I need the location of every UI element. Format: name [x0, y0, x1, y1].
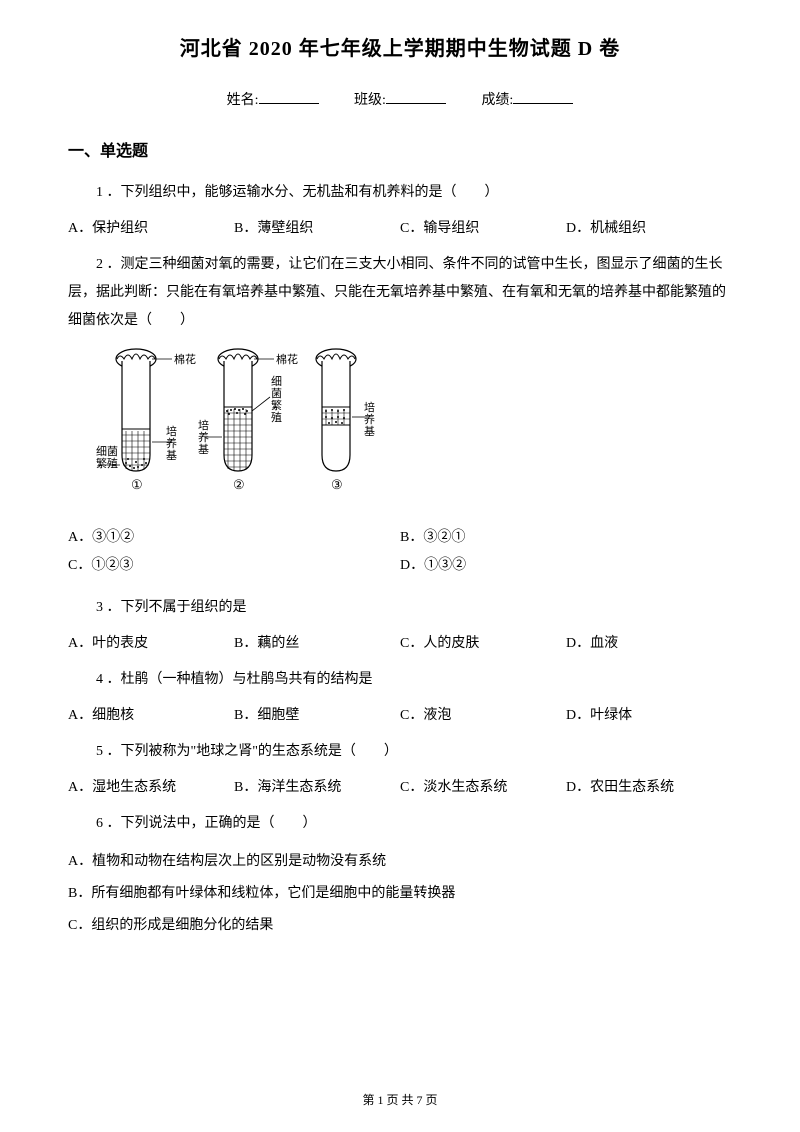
svg-text:细菌: 细菌	[96, 445, 118, 458]
page-title: 河北省 2020 年七年级上学期期中生物试题 D 卷	[68, 32, 732, 61]
q3-option-d: D．血液	[566, 632, 732, 652]
q1-options: A．保护组织 B．薄壁组织 C．输导组织 D．机械组织	[68, 217, 732, 237]
score-label: 成绩:	[481, 93, 513, 108]
class-blank	[386, 103, 446, 104]
q2-option-b: B．③②①	[400, 524, 732, 552]
q2-diagram: 棉花 培养基 细菌繁殖 ①	[96, 347, 732, 512]
q2-option-d: D．①③②	[400, 552, 732, 580]
q3-option-c: C．人的皮肤	[400, 632, 566, 652]
svg-text:繁: 繁	[271, 398, 282, 412]
q2-option-a: A．③①②	[68, 524, 400, 552]
q5-option-b: B．海洋生态系统	[234, 776, 400, 796]
q5-option-c: C．淡水生态系统	[400, 776, 566, 796]
q1-option-c: C．输导组织	[400, 217, 566, 237]
header-fields: 姓名: 班级: 成绩:	[68, 89, 732, 109]
question-3: 3 ．下列不属于组织的是	[68, 594, 732, 622]
cotton-label-1: 棉花	[174, 352, 196, 366]
q3-option-a: A．叶的表皮	[68, 632, 234, 652]
question-1: 1 ．下列组织中，能够运输水分、无机盐和有机养料的是（ ）	[68, 179, 732, 207]
q6-option-a: A．植物和动物在结构层次上的区别是动物没有系统	[68, 848, 732, 876]
svg-text:繁殖: 繁殖	[96, 456, 118, 470]
q2-option-c: C．①②③	[68, 552, 400, 580]
question-4: 4 ．杜鹃（一种植物）与杜鹃鸟共有的结构是	[68, 666, 732, 694]
svg-text:基: 基	[166, 449, 177, 462]
q4-option-a: A．细胞核	[68, 704, 234, 724]
question-2: 2 ．测定三种细菌对氧的需要，让它们在三支大小相同、条件不同的试管中生长，图显示…	[68, 251, 732, 335]
q4-option-b: B．细胞壁	[234, 704, 400, 724]
class-label: 班级:	[354, 93, 386, 108]
svg-text:基: 基	[198, 443, 209, 456]
svg-text:培: 培	[166, 424, 177, 438]
svg-text:基: 基	[364, 425, 375, 438]
q1-option-d: D．机械组织	[566, 217, 732, 237]
svg-text:培: 培	[364, 400, 375, 414]
q6-option-c: C．组织的形成是细胞分化的结果	[68, 912, 732, 940]
q1-option-b: B．薄壁组织	[234, 217, 400, 237]
q6-option-b: B．所有细胞都有叶绿体和线粒体，它们是细胞中的能量转换器	[68, 880, 732, 908]
q2-options: A．③①② B．③②① C．①②③ D．①③②	[68, 524, 732, 580]
score-blank	[513, 103, 573, 104]
tube-num-3: ③	[331, 477, 343, 492]
q6-options: A．植物和动物在结构层次上的区别是动物没有系统 B．所有细胞都有叶绿体和线粒体，…	[68, 848, 732, 940]
tube-num-1: ①	[131, 477, 143, 492]
svg-text:细: 细	[271, 375, 282, 388]
tube-num-2: ②	[233, 477, 245, 492]
svg-text:养: 养	[198, 430, 209, 444]
q5-option-a: A．湿地生态系统	[68, 776, 234, 796]
section-heading: 一、单选题	[68, 137, 732, 161]
question-6: 6 ．下列说法中，正确的是（ ）	[68, 810, 732, 838]
q4-option-d: D．叶绿体	[566, 704, 732, 724]
q3-options: A．叶的表皮 B．藕的丝 C．人的皮肤 D．血液	[68, 632, 732, 652]
q4-option-c: C．液泡	[400, 704, 566, 724]
q5-option-d: D．农田生态系统	[566, 776, 732, 796]
name-label: 姓名:	[227, 93, 259, 108]
svg-text:养: 养	[364, 412, 375, 426]
svg-text:菌: 菌	[271, 387, 282, 400]
q1-option-a: A．保护组织	[68, 217, 234, 237]
name-blank	[259, 103, 319, 104]
svg-text:培: 培	[198, 418, 209, 432]
q3-option-b: B．藕的丝	[234, 632, 400, 652]
question-5: 5 ．下列被称为"地球之肾"的生态系统是（ ）	[68, 738, 732, 766]
page-footer: 第 1 页 共 7 页	[0, 1091, 800, 1108]
q4-options: A．细胞核 B．细胞壁 C．液泡 D．叶绿体	[68, 704, 732, 724]
svg-text:殖: 殖	[271, 411, 282, 424]
cotton-label-2: 棉花	[276, 352, 298, 366]
q5-options: A．湿地生态系统 B．海洋生态系统 C．淡水生态系统 D．农田生态系统	[68, 776, 732, 796]
svg-text:养: 养	[166, 436, 177, 450]
